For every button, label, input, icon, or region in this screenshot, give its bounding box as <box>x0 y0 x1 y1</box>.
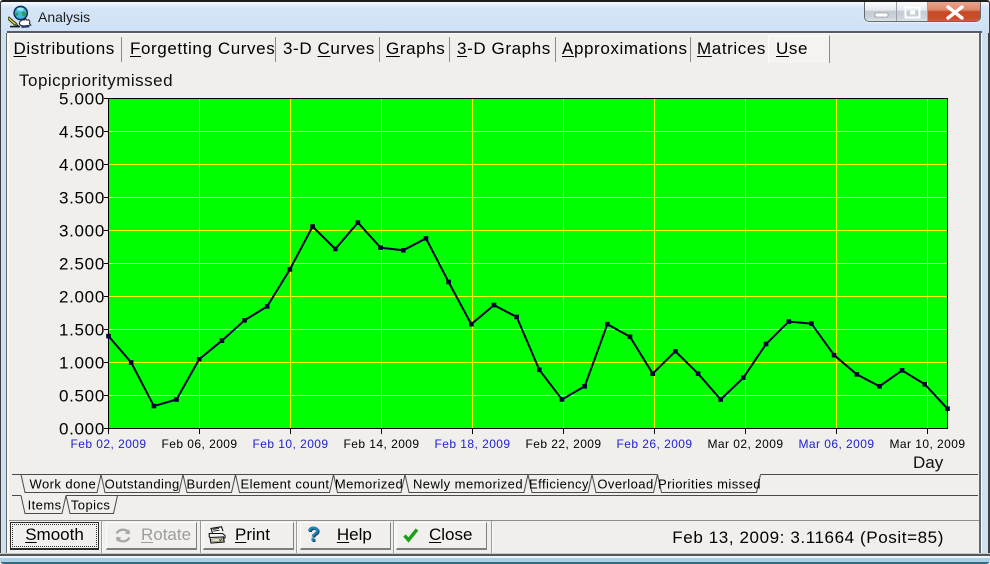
svg-text:0.500: 0.500 <box>59 387 105 406</box>
svg-text:Mar 02, 2009: Mar 02, 2009 <box>707 437 783 451</box>
svg-text:3.500: 3.500 <box>59 189 105 208</box>
svg-text:Efficiency: Efficiency <box>529 477 589 492</box>
svg-text:Items: Items <box>28 498 62 513</box>
svg-text:Burden: Burden <box>186 477 231 492</box>
svg-text:Newly memorized: Newly memorized <box>413 477 523 492</box>
svg-text:4.500: 4.500 <box>59 123 105 142</box>
svg-text:Element count: Element count <box>241 477 330 492</box>
svg-text:Priorities missed: Priorities missed <box>658 477 761 492</box>
svg-text:Work done: Work done <box>29 477 96 492</box>
svg-text:Mar 10, 2009: Mar 10, 2009 <box>889 437 965 451</box>
svg-text:Topics: Topics <box>71 498 111 513</box>
svg-text:Feb 26, 2009: Feb 26, 2009 <box>616 437 692 451</box>
svg-text:Feb 14, 2009: Feb 14, 2009 <box>343 437 419 451</box>
svg-text:3.000: 3.000 <box>59 222 105 241</box>
svg-text:Feb 10, 2009: Feb 10, 2009 <box>252 437 328 451</box>
svg-text:Memorized: Memorized <box>335 477 403 492</box>
svg-text:5.000: 5.000 <box>59 90 105 109</box>
svg-text:2.000: 2.000 <box>59 288 105 307</box>
svg-text:2.500: 2.500 <box>59 255 105 274</box>
svg-text:0.000: 0.000 <box>59 420 105 439</box>
svg-text:4.000: 4.000 <box>59 156 105 175</box>
svg-text:Feb 06, 2009: Feb 06, 2009 <box>161 437 237 451</box>
svg-text:Overload: Overload <box>597 477 653 492</box>
svg-text:Feb 02, 2009: Feb 02, 2009 <box>70 437 146 451</box>
svg-text:1.500: 1.500 <box>59 321 105 340</box>
svg-text:Outstanding: Outstanding <box>105 477 180 492</box>
svg-text:Feb 22, 2009: Feb 22, 2009 <box>525 437 601 451</box>
svg-text:Feb 18, 2009: Feb 18, 2009 <box>434 437 510 451</box>
svg-text:Mar 06, 2009: Mar 06, 2009 <box>798 437 874 451</box>
svg-text:1.000: 1.000 <box>59 354 105 373</box>
